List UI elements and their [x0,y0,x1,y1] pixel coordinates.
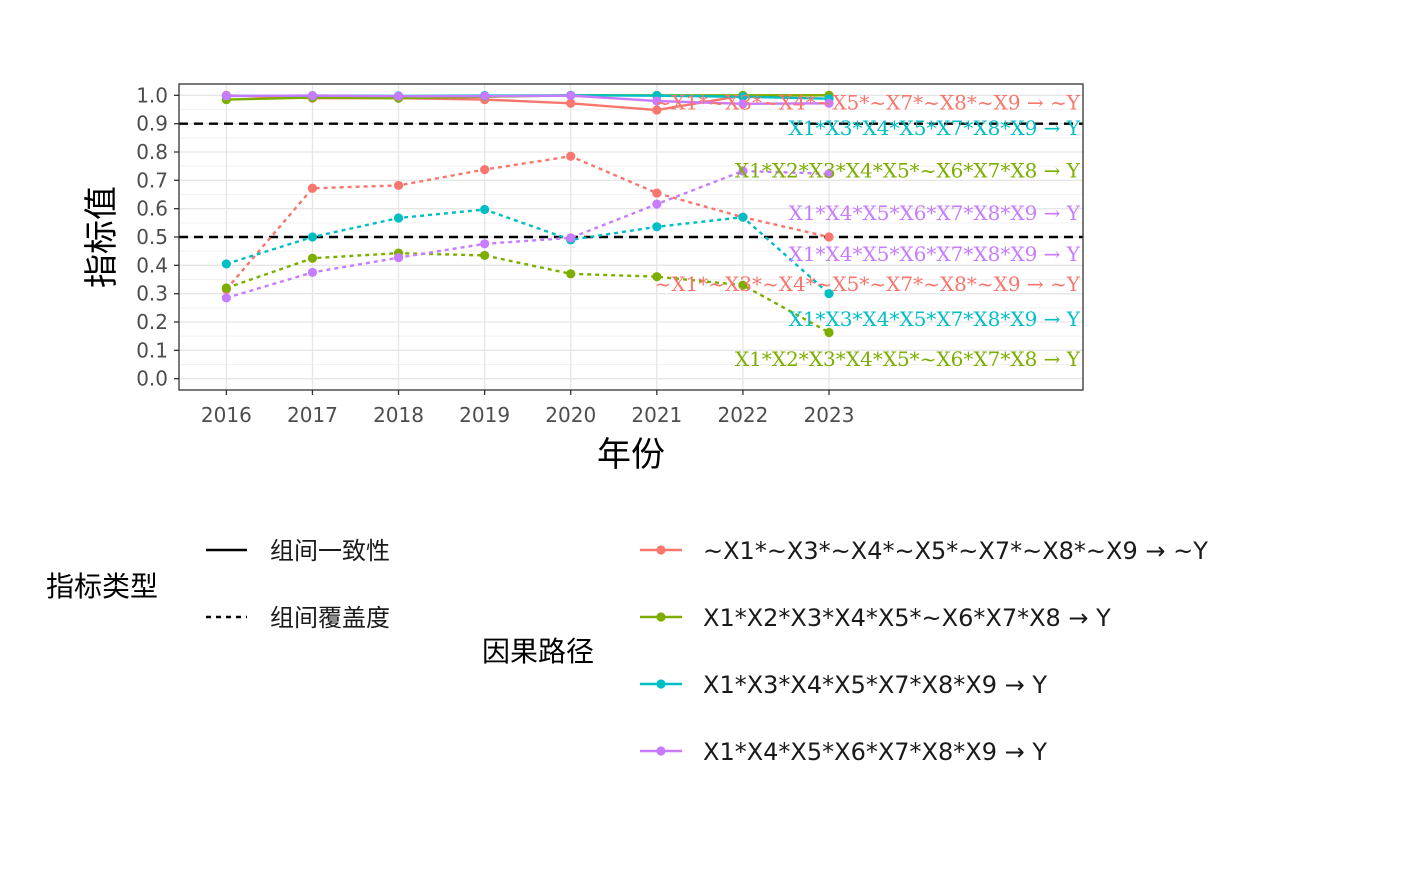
series-2-coverage-point [566,269,576,279]
series-4-coverage-point [566,233,576,243]
series-1-consistency-point [652,105,662,115]
series-2-coverage-point [307,253,318,263]
legend-color-key-point [656,545,666,555]
series-2-coverage-point [824,327,834,338]
series-4-consistency-point [566,91,576,101]
legend-color-label: X1*X4*X5*X6*X7*X8*X9 → Y [703,738,1047,766]
series-2-coverage-point [480,250,490,261]
x-tick-label: 2019 [459,403,510,427]
y-tick-label: 0.0 [136,367,168,391]
legend-color-label: X1*X2*X3*X4*X5*~X6*X7*X8 → Y [703,604,1111,632]
series-4-coverage-point [652,199,662,209]
y-tick-label: 0.9 [136,112,168,136]
legend-color-label: X1*X3*X4*X5*X7*X8*X9 → Y [703,671,1047,699]
legend-linetype-title: 指标类型 [46,570,158,603]
x-tick-label: 2021 [631,403,682,427]
series-4-consistency-point [221,91,231,101]
legend-color: 因果路径 ~X1*~X3*~X4*~X5*~X7*~X8*~X9 → ~Y X1*… [482,537,1208,766]
series-3-coverage-point [652,222,662,232]
series-3-coverage-point [393,213,404,223]
x-tick-label: 2016 [201,403,252,427]
series-1-coverage-point [652,188,662,198]
x-axis-ticks: 2016 2017 2018 2019 2020 2021 2022 2023 [201,390,855,427]
series-1-coverage-point [566,151,576,161]
y-axis-title: 指标值 [82,186,122,288]
x-tick-label: 2018 [373,403,424,427]
y-tick-label: 0.4 [136,253,168,277]
series-3-coverage-point [738,212,748,222]
end-label: X1*X4*X5*X6*X7*X8*X9 → Y [789,242,1081,266]
series-4-consistency-point [652,96,662,106]
series-lines [225,94,830,334]
series-4-coverage-point [480,239,490,249]
end-label: X1*X2*X3*X4*X5*~X6*X7*X8 → Y [735,347,1081,371]
series-4-consistency-point [480,91,490,101]
y-tick-label: 0.2 [136,310,168,334]
x-tick-label: 2017 [287,403,338,427]
x-tick-label: 2023 [804,403,855,427]
y-tick-label: 0.1 [136,338,168,362]
series-4-consistency-point [738,99,748,109]
series-3-consistency-point [738,92,748,102]
end-label: ~X1*~X3*~X4*~X5*~X7*~X8*~X9 → ~Y [655,272,1081,296]
series-1-coverage-line [225,155,830,291]
series-2-coverage-point [652,272,662,282]
end-label: X1*X3*X4*X5*X7*X8*X9 → Y [789,116,1081,140]
series-3-coverage-point [824,289,834,299]
y-tick-label: 0.3 [136,282,168,306]
series-4-coverage-point [824,169,834,179]
series-1-coverage-point [307,183,318,193]
series-3-coverage-point [307,232,318,242]
legend-label-consistency: 组间一致性 [270,537,390,565]
end-label: X1*X4*X5*X6*X7*X8*X9 → Y [789,201,1081,225]
series-4-coverage-point [221,293,231,303]
series-2-coverage-point [738,280,748,290]
y-tick-label: 0.6 [136,197,168,221]
legend-color-key-point [656,679,666,689]
end-label: X1*X2*X3*X4*X5*~X6*X7*X8 → Y [735,158,1081,182]
y-tick-label: 0.5 [136,225,168,249]
series-4-consistency-line [226,94,830,106]
series-1-coverage-point [393,180,404,191]
series-4-consistency-point [824,98,834,108]
end-labels: ~X1*~X3*~X4*~X5*~X7*~X8*~X9 → ~YX1*X3*X4… [655,90,1081,370]
end-label: ~X1*~X3*~X4*~X5*~X7*~X8*~X9 → ~Y [655,90,1081,114]
series-4-consistency-point [393,91,404,101]
y-axis-ticks: 0.0 0.1 0.2 0.3 0.4 0.5 0.6 0.7 0.8 0.9 1.0 [136,83,179,391]
legend-color-key-point [656,746,666,756]
series-4-coverage-point [738,166,748,176]
legend-color-label: ~X1*~X3*~X4*~X5*~X7*~X8*~X9 → ~Y [703,537,1208,565]
series-2-coverage-point [221,283,231,293]
series-3-coverage-point [480,204,490,215]
y-tick-label: 1.0 [136,83,168,107]
series-1-consistency-point [566,98,576,108]
x-tick-label: 2020 [545,403,596,427]
series-1-coverage-point [824,232,834,242]
legend-color-key-point [656,612,666,622]
series-3-coverage-line [225,208,830,295]
legend-label-coverage: 组间覆盖度 [270,604,390,632]
reference-lines [179,122,1083,239]
y-tick-label: 0.7 [136,168,168,192]
series-3-coverage-point [221,259,231,269]
y-tick-label: 0.8 [136,140,168,164]
end-label: X1*X3*X4*X5*X7*X8*X9 → Y [789,307,1081,331]
legend-color-keys: ~X1*~X3*~X4*~X5*~X7*~X8*~X9 → ~Y X1*X2*X3… [640,537,1208,766]
series-2-coverage-line [225,251,830,334]
legend-color-title: 因果路径 [482,635,594,668]
x-axis-title: 年份 [597,435,665,475]
series-4-consistency-point [307,91,318,101]
series-4-coverage-point [393,253,404,263]
series-1-coverage-point [480,164,490,175]
x-tick-label: 2022 [717,403,768,427]
series-4-coverage-point [307,267,318,278]
legend-linetype: 指标类型 组间一致性 组间覆盖度 [46,537,390,632]
series-4-coverage-line [226,169,830,300]
series-points [221,90,834,338]
